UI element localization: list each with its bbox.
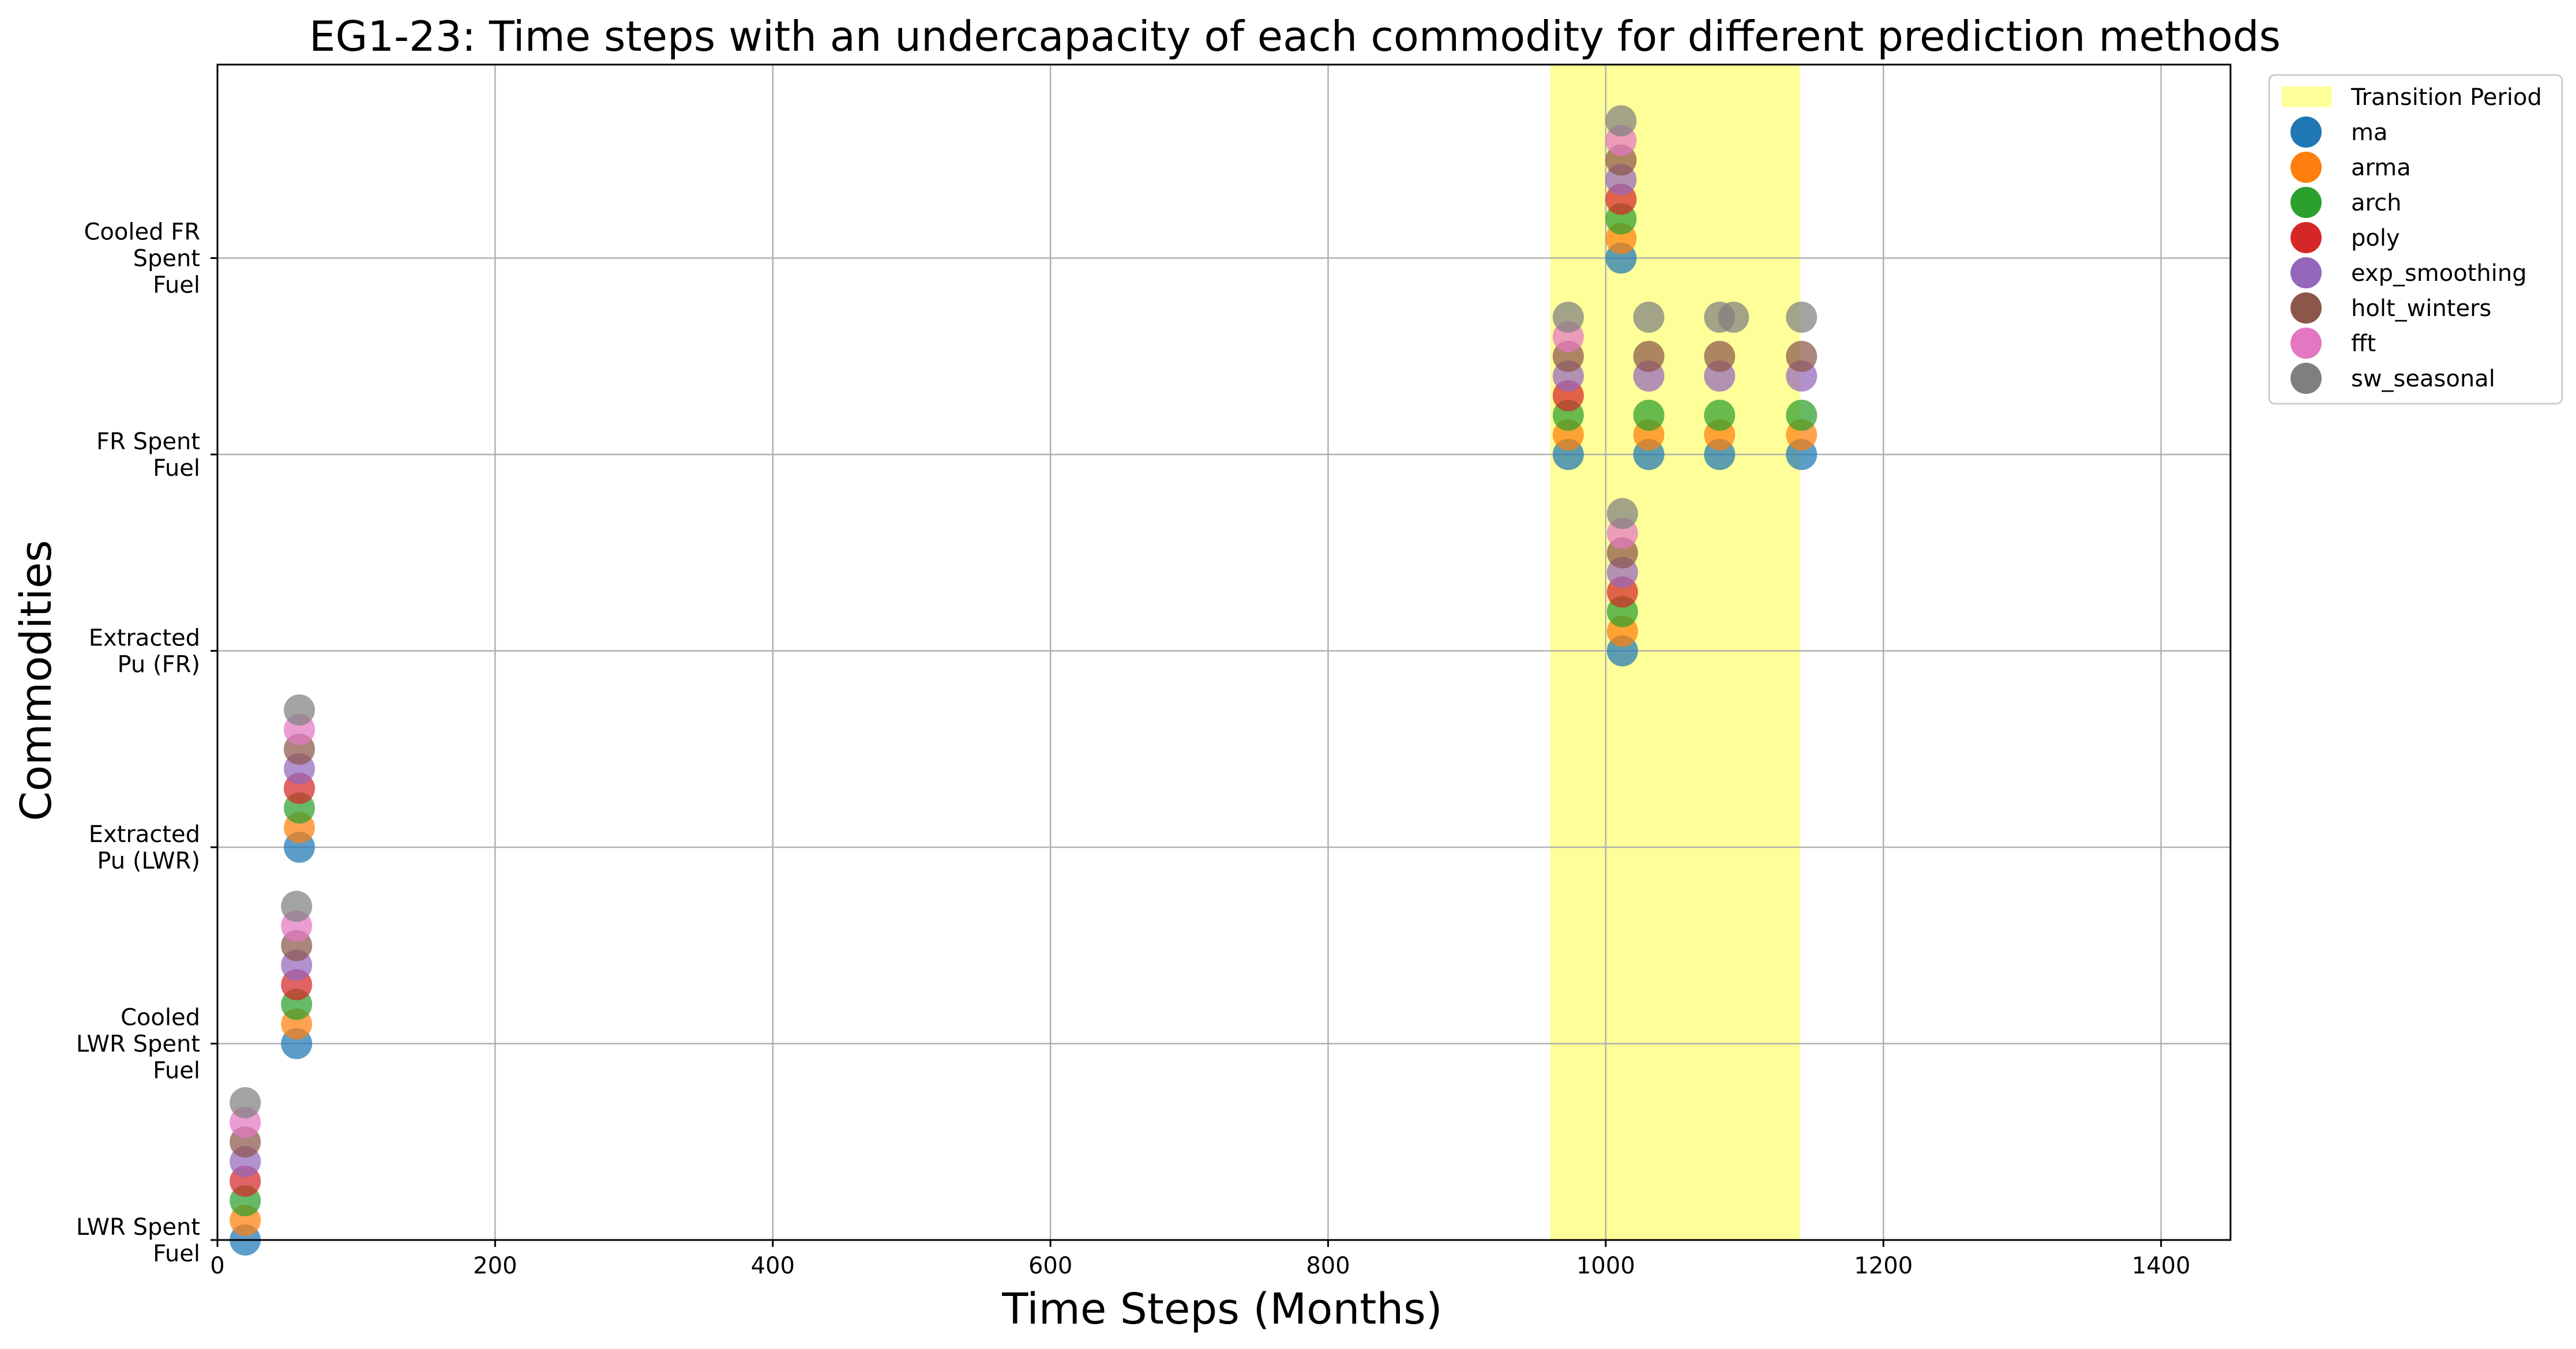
point-arch — [1786, 400, 1818, 431]
point-arch — [1704, 400, 1736, 431]
legend: Transition Period ma arma arch poly exp_smoot… — [2268, 74, 2563, 405]
y-axis-label: Commodities — [12, 540, 61, 821]
legend-label-transition-period: Transition Period — [2350, 84, 2542, 111]
y-tick-label: Fuel — [153, 455, 200, 482]
x-tick-label: 800 — [1306, 1253, 1350, 1279]
legend-key-sw_seasonal — [2290, 363, 2322, 394]
legend-frame — [2268, 74, 2563, 405]
y-tick-label: Pu (FR) — [118, 652, 201, 678]
point-sw_seasonal — [281, 890, 313, 922]
y-tick-label: LWR Spent — [76, 1031, 200, 1058]
x-tick-label: 600 — [1028, 1253, 1072, 1279]
y-tick-label: Fuel — [153, 272, 200, 299]
y-tick-label: Cooled FR — [84, 219, 200, 246]
legend-key-holt_winters — [2290, 292, 2322, 324]
legend-key-arma — [2290, 152, 2322, 183]
legend-key-exp_smoothing — [2290, 257, 2322, 288]
plot-area-frame — [216, 63, 2232, 1241]
legend-label-arma: arma — [2351, 155, 2411, 181]
legend-label-ma: ma — [2351, 119, 2387, 146]
y-tick-label: Pu (LWR) — [97, 848, 200, 874]
y-tick-label: Extracted — [89, 625, 200, 652]
point-sw_seasonal — [1606, 498, 1638, 529]
legend-label-fft: fft — [2351, 330, 2376, 357]
x-tick-label: 1200 — [1854, 1253, 1913, 1279]
legend-label-arch: arch — [2351, 190, 2401, 216]
y-tick-label: LWR Spent — [76, 1214, 200, 1241]
point-sw_seasonal — [230, 1087, 261, 1118]
y-tick-label: Extracted — [89, 821, 200, 848]
legend-items: Transition Period ma arma arch poly exp_smoot… — [2282, 84, 2542, 394]
x-tick-label: 1400 — [2132, 1253, 2191, 1279]
scatter-points — [230, 105, 1818, 1256]
y-tick-label: Fuel — [153, 1241, 200, 1267]
point-arch — [1633, 400, 1665, 431]
y-tick-label: Spent — [133, 246, 200, 272]
legend-key-arch — [2290, 187, 2322, 218]
legend-label-sw_seasonal: sw_seasonal — [2351, 366, 2495, 392]
point-sw_seasonal — [1633, 302, 1665, 333]
legend-label-holt_winters: holt_winters — [2351, 295, 2491, 322]
chart-title: EG1-23: Time steps with an undercapacity… — [309, 12, 2281, 61]
legend-key-transition-period — [2282, 87, 2331, 107]
x-tick-label: 200 — [473, 1253, 517, 1279]
point-sw_seasonal — [1552, 302, 1584, 333]
point-holt_winters — [1786, 341, 1818, 372]
transition-period-band — [1550, 65, 1800, 1240]
point-sw_seasonal — [1605, 105, 1637, 137]
point-sw_seasonal — [284, 694, 316, 726]
legend-label-exp_smoothing: exp_smoothing — [2351, 260, 2527, 287]
legend-key-fft — [2290, 328, 2322, 359]
y-tick-label: FR Spent — [96, 429, 200, 455]
point-holt_winters — [1704, 341, 1736, 372]
point-holt_winters — [1633, 341, 1665, 372]
y-tick-label: Cooled — [121, 1005, 200, 1031]
x-axis-label: Time Steps (Months) — [1001, 1284, 1442, 1334]
legend-key-poly — [2290, 222, 2322, 253]
point-sw_seasonal — [1718, 302, 1749, 333]
point-sw_seasonal — [1786, 302, 1818, 333]
legend-key-ma — [2290, 117, 2322, 148]
x-tick-label: 0 — [210, 1253, 224, 1279]
x-tick-label: 400 — [751, 1253, 795, 1279]
legend-label-poly: poly — [2351, 225, 2400, 251]
y-tick-label: Fuel — [153, 1058, 200, 1084]
x-tick-label: 1000 — [1576, 1253, 1635, 1279]
